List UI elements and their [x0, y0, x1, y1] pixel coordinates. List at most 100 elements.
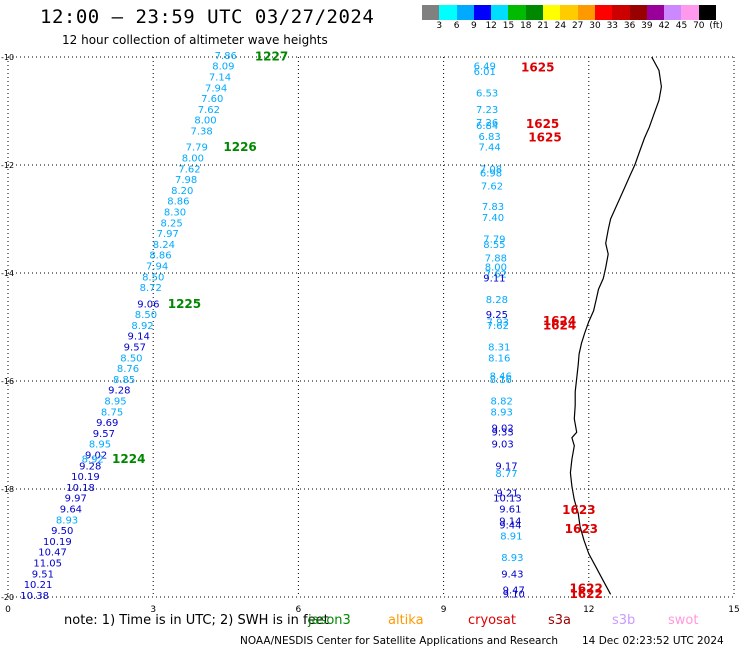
pass-time-label: 1225	[168, 297, 201, 311]
pass-time-label: 1224	[112, 452, 145, 466]
wave-height-label: 8.20	[171, 186, 193, 197]
wave-height-label: 10.18	[66, 483, 95, 494]
pass-time-label: 1226	[223, 140, 256, 154]
y-tick-label: -12	[1, 161, 14, 170]
satellite-name-cryosat: cryosat	[468, 613, 516, 628]
credit-text: NOAA/NESDIS Center for Satellite Applica…	[240, 635, 558, 647]
legend-label: 9	[471, 21, 477, 31]
legend-swatch	[473, 5, 492, 20]
legend-swatch	[525, 5, 544, 20]
x-tick-label: 3	[150, 605, 156, 615]
pass-time-label: 1623	[565, 522, 598, 536]
wave-height-label: 7.86	[215, 51, 237, 62]
color-legend: 3 6 9 12 15 18 21 24 27 30 33 36 39 42 45 70 (ft)	[422, 5, 740, 32]
wave-height-label: 7.60	[201, 94, 223, 105]
wave-height-label: 9.28	[79, 461, 101, 472]
wave-height-label: 8.82	[491, 397, 513, 408]
wave-height-label: 8.50	[135, 310, 157, 321]
wave-height-label: 9.11	[483, 273, 505, 284]
wave-height-label: 9.33	[492, 427, 514, 438]
wave-height-label: 9.02	[492, 424, 514, 435]
wave-height-label: 8.85	[113, 375, 135, 386]
satellite-name-s3b: s3b	[612, 613, 636, 628]
legend-label: 6	[453, 21, 460, 31]
wave-height-label: 9.10	[503, 589, 525, 600]
wave-height-label: 6.83	[478, 132, 500, 143]
legend-label: 21	[537, 21, 549, 31]
wave-height-label: 8.86	[149, 251, 171, 262]
wave-height-label: 8.77	[495, 469, 517, 480]
wave-height-label: 7.88	[485, 253, 507, 264]
wave-height-label: 8.28	[486, 295, 508, 306]
wave-height-label: 8.25	[160, 218, 182, 229]
wave-height-label: 10.19	[43, 537, 72, 548]
wave-height-label: 8.75	[101, 407, 123, 418]
coastline	[569, 56, 663, 595]
wave-height-label: 6.53	[476, 89, 498, 100]
legend-swatch	[543, 5, 561, 20]
legend-swatch	[612, 5, 630, 20]
x-tick-label: 6	[296, 605, 302, 615]
wave-height-label: 7.97	[157, 229, 179, 240]
pass-time-label: 1625	[528, 131, 561, 145]
satellite-name-swot: swot	[668, 613, 699, 628]
legend-swatch	[491, 5, 509, 20]
wave-height-label: 9.64	[60, 505, 82, 516]
wave-height-label: 8.93	[491, 407, 513, 418]
wave-height-tracks: 7.868.097.147.947.607.628.007.387.798.00…	[20, 50, 603, 602]
legend-label: 39	[641, 21, 653, 31]
legend-labels: 3 6 9 12 15 18 21 24 27 30 33 36 39 42 45 70 (ft)	[422, 20, 740, 32]
wave-height-label: 7.62	[481, 182, 503, 193]
wave-height-label: 9.57	[124, 343, 146, 354]
wave-height-label: 10.13	[493, 494, 522, 505]
legend-label: 70	[693, 21, 705, 31]
y-tick-label: -18	[1, 485, 14, 494]
pass-time-label: 1622	[569, 581, 602, 595]
pass-time-label: 1625	[526, 117, 559, 131]
legend-swatch	[577, 5, 595, 20]
wave-height-label: 9.14	[499, 516, 521, 527]
wave-height-label: 7.62	[198, 105, 220, 116]
wave-height-label: 7.40	[482, 213, 504, 224]
satellite-name-altika: altika	[388, 613, 424, 628]
footer-note: note: 1) Time is in UTC; 2) SWH is in fe…	[64, 613, 329, 628]
wave-height-label: 8.50	[120, 353, 142, 364]
wave-height-label: 8.00	[182, 154, 204, 165]
pass-time-label: 1625	[521, 60, 554, 74]
wave-height-label: 8.55	[483, 240, 505, 251]
x-tick-label: 15	[728, 605, 739, 615]
y-tick-label: -10	[1, 53, 14, 62]
pass-time-label: 1624	[543, 314, 576, 328]
wave-height-label: 7.62	[178, 164, 200, 175]
wave-height-label: 8.93	[501, 553, 523, 564]
y-tick-label: -14	[1, 269, 14, 278]
page-subtitle: 12 hour collection of altimeter wave hei…	[62, 33, 328, 47]
generated-timestamp: 14 Dec 02:23:52 UTC 2024	[582, 635, 724, 647]
wave-height-label: 8.91	[500, 532, 522, 543]
wave-height-label: 8.50	[142, 272, 164, 283]
wave-height-label: 7.93	[487, 318, 509, 329]
pass-time-label: 1623	[562, 503, 595, 517]
wave-height-label: 7.14	[209, 73, 231, 84]
y-tick-label: -20	[1, 593, 14, 602]
map-grid	[7, 56, 735, 598]
legend-swatch	[698, 5, 717, 20]
wave-height-label: 9.06	[137, 299, 159, 310]
wave-height-label: 7.83	[482, 202, 504, 213]
wave-height-label: 7.79	[186, 143, 208, 154]
legend-label: 27	[571, 21, 584, 31]
legend-label: 12	[485, 21, 497, 31]
wave-height-label: 7.79	[483, 235, 505, 246]
wave-height-label: 9.47	[503, 586, 525, 597]
wave-height-label: 8.95	[89, 440, 111, 451]
wave-height-label: 8.16	[490, 375, 512, 386]
wave-height-label: 8.76	[117, 364, 139, 375]
wave-height-label: 10.19	[71, 472, 100, 483]
legend-swatch	[560, 5, 578, 20]
legend-label: 45	[675, 21, 688, 31]
x-tick-label: 9	[441, 605, 447, 615]
wave-height-label: 9.14	[128, 332, 150, 343]
wave-height-label: 9.17	[495, 461, 517, 472]
legend-swatch	[681, 5, 699, 20]
